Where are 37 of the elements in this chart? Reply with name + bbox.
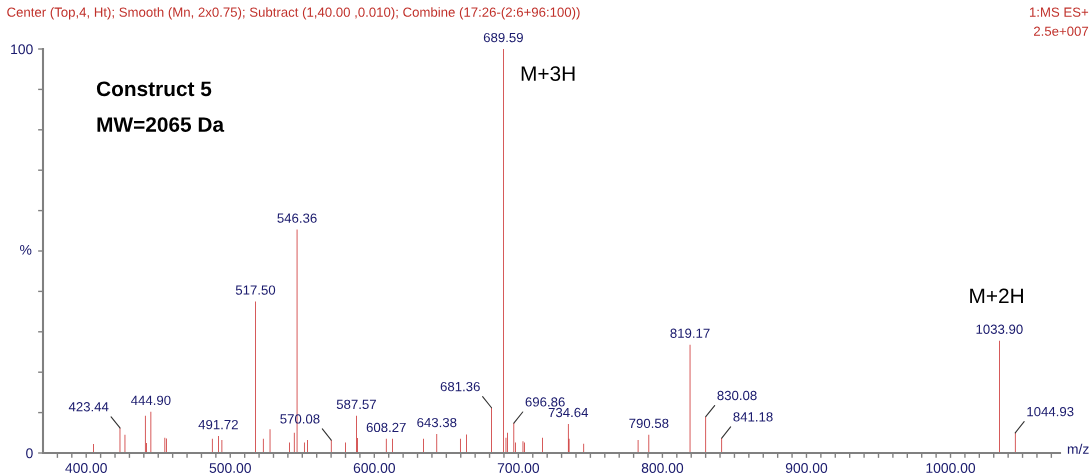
x-tick-label: 800.00	[641, 463, 684, 473]
x-axis-title: m/z	[1067, 443, 1089, 454]
annotation: 423.44	[68, 402, 109, 412]
x-tick-label: 1000.00	[926, 463, 976, 473]
annotation: Construct 5	[96, 81, 212, 97]
annotation: 790.58	[629, 418, 669, 429]
annotation: 734.64	[548, 407, 589, 418]
annotation: 681.36	[440, 381, 480, 392]
annotation: 546.36	[277, 213, 317, 223]
annotation: 830.08	[717, 390, 757, 401]
annotation: M+3H	[521, 66, 575, 81]
x-tick-label: 400.00	[65, 463, 107, 473]
annotation: 1033.90	[976, 324, 1023, 334]
annotation: 517.50	[235, 285, 276, 295]
y-tick-label: 100	[11, 44, 33, 55]
y-axis-title: %	[20, 244, 32, 255]
x-tick-label: 900.00	[785, 463, 828, 473]
annotation: 696.86	[525, 397, 565, 407]
annotation: 689.59	[483, 32, 523, 43]
x-tick-label: 500.00	[209, 463, 251, 473]
text: 1:MS ES+	[1029, 7, 1089, 17]
x-tick-label: 700.00	[497, 463, 540, 473]
annotation: 587.57	[336, 399, 376, 410]
chart-title: Center (Top,4, Ht); Smooth (Mn, 2x0.75); Subtract (1,40.00 ,0.010); Combine (17:26-(2:6+96:100))	[7, 7, 580, 20]
annotation: 608.27	[366, 422, 406, 433]
annotation: 819.17	[670, 328, 710, 338]
x-tick-label: 600.00	[353, 463, 396, 473]
annotation: MW=2065 Da	[97, 117, 225, 132]
annotation: 491.72	[198, 419, 238, 430]
text: 2.5e+007	[1033, 26, 1089, 36]
y-tick-label: 0	[26, 448, 33, 459]
annotation: 444.90	[131, 395, 171, 406]
annotation: 841.18	[733, 412, 773, 422]
annotation: M+2H	[970, 288, 1023, 304]
annotation: 570.08	[280, 414, 320, 424]
annotation: 643.38	[417, 417, 457, 428]
annotation: 1044.93	[1027, 406, 1074, 417]
